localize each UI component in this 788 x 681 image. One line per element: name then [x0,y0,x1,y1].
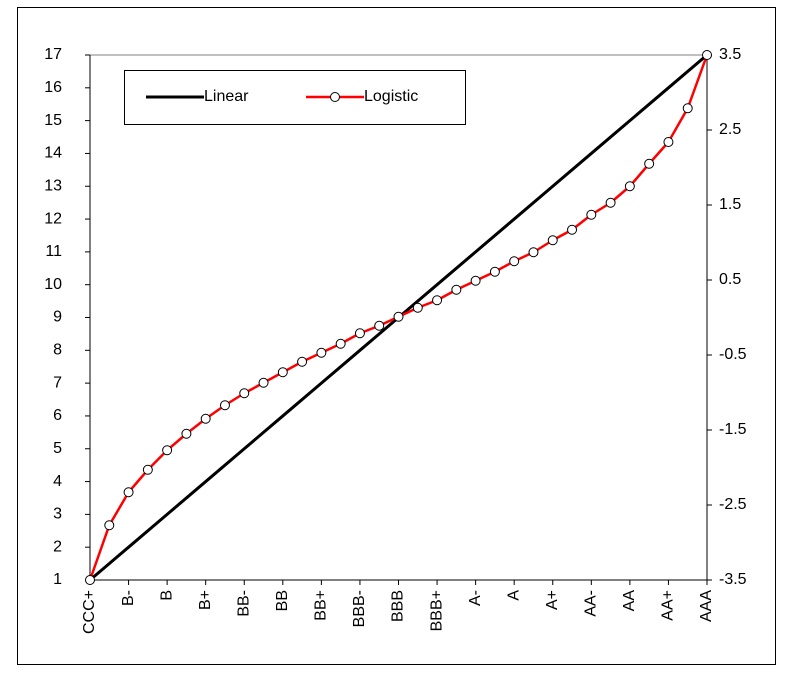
marker [374,320,385,331]
marker [528,247,539,258]
marker [432,295,443,306]
x-tick-label: A- [467,590,484,606]
legend-marker [330,92,340,102]
y-tick-label: 16 [44,79,62,96]
marker [123,487,134,498]
x-tick-label: A [505,590,522,601]
y2-tick-label: 1.5 [719,196,741,213]
x-tick-label: BBB+ [428,590,445,631]
marker [624,181,635,192]
y-tick-label: 12 [44,210,62,227]
x-tick-label: AA+ [660,590,677,621]
x-tick-label: AA- [583,590,600,617]
marker [104,520,115,531]
y2-tick-label: -2.5 [719,496,747,513]
marker [470,275,481,286]
marker [644,158,655,169]
marker [219,400,230,411]
legend-label: Linear [204,88,249,105]
y-tick-label: 10 [44,276,62,293]
marker [567,224,578,235]
marker [451,284,462,295]
x-tick-label: BBB- [351,590,368,627]
x-tick-label: B+ [197,590,214,610]
x-tick-label: BBB [390,590,407,622]
y2-tick-label: 0.5 [719,271,741,288]
x-tick-label: BB+ [313,590,330,621]
marker [586,209,597,220]
marker [142,464,153,475]
x-tick-label: BB- [235,590,252,617]
marker [412,302,423,313]
y-tick-label: 4 [53,473,62,490]
marker [605,197,616,208]
y2-tick-label: -3.5 [719,571,747,588]
marker [663,137,674,147]
marker [277,367,288,378]
y-tick-label: 11 [45,243,62,260]
marker [509,256,520,267]
marker [162,445,173,456]
y-tick-label: 1 [53,571,62,588]
y-tick-label: 3 [53,506,62,523]
marker [547,235,558,246]
y2-tick-label: 2.5 [719,121,741,138]
x-tick-label: CCC+ [81,590,98,634]
marker [258,377,269,388]
x-tick-label: A+ [544,590,561,610]
y-tick-label: 2 [53,538,62,555]
marker [682,103,693,114]
x-tick-label: B- [120,590,137,606]
y-tick-label: 17 [44,46,62,63]
y-tick-label: 7 [53,374,62,391]
marker [297,356,308,367]
marker [85,575,95,585]
x-tick-label: AAA [698,590,715,622]
marker [181,428,192,439]
y-tick-label: 6 [53,407,62,424]
y2-tick-label: -1.5 [719,421,747,438]
marker [335,338,346,349]
y-tick-label: 9 [53,309,62,326]
y-tick-label: 13 [44,177,62,194]
y-tick-label: 15 [44,112,62,129]
x-tick-label: AA [621,590,638,612]
legend-label: Logistic [364,88,418,105]
marker [354,328,365,339]
y2-tick-label: -0.5 [719,346,747,363]
y-tick-label: 5 [53,440,62,457]
y-tick-label: 14 [44,145,62,162]
marker [239,388,250,399]
marker [393,311,404,322]
marker [489,266,500,277]
x-tick-label: BB [274,590,291,611]
marker [702,50,712,60]
x-tick-label: B [158,590,175,601]
marker [316,347,327,358]
y-tick-label: 8 [53,342,62,359]
marker [200,413,211,424]
y2-tick-label: 3.5 [719,46,741,63]
